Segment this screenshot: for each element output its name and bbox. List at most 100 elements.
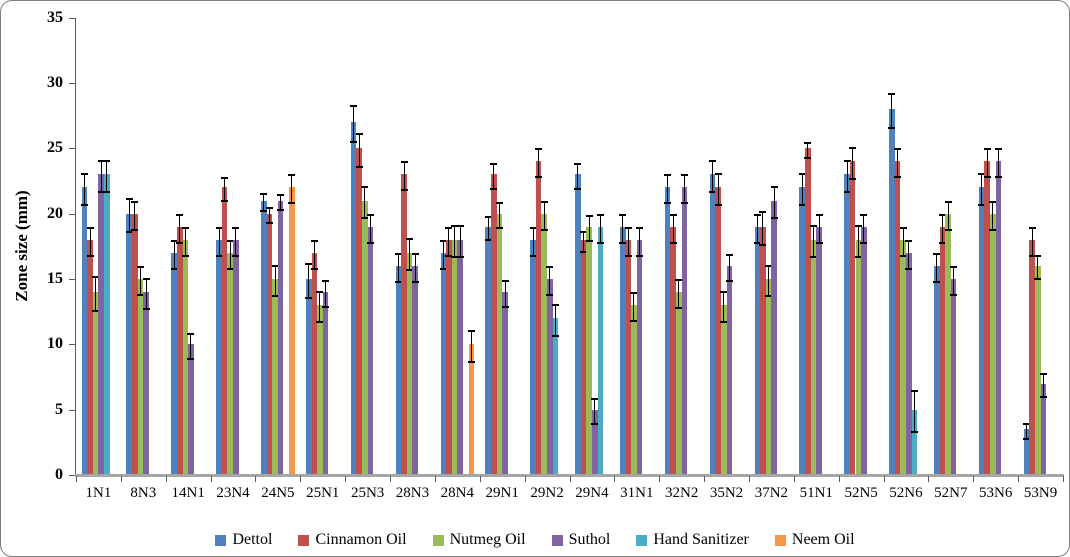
- y-axis-tick: [69, 475, 75, 476]
- bar-25N1-dettol: [305, 278, 312, 475]
- error-bar-25N1-cinnamon-oil: [310, 239, 318, 270]
- bar-53N6-dettol: [978, 187, 985, 475]
- x-axis-tick: [883, 476, 885, 482]
- error-bar-24N5-neem-oil: [288, 174, 296, 205]
- error-bar-52N7-nutmeg-oil: [944, 200, 952, 231]
- error-bar-52N5-nutmeg-oil: [854, 225, 862, 259]
- x-axis-tick: [120, 476, 122, 482]
- bar-29N4-cinnamon-oil: [580, 239, 587, 475]
- x-axis-tick: [390, 476, 392, 482]
- bar-28N4-cinnamon-oil: [446, 239, 452, 475]
- bar-25N3-cinnamon-oil: [356, 148, 362, 475]
- x-tick-label-32N2: 32N2: [664, 485, 699, 501]
- error-bar-29N1-suthol: [501, 280, 509, 308]
- error-bar-8N3-suthol: [142, 277, 150, 311]
- legend-item-hand-sanitizer: Hand Sanitizer: [636, 531, 749, 549]
- error-bar-35N2-dettol: [709, 159, 716, 193]
- y-tick-label: 10: [47, 335, 63, 353]
- bar-29N2-dettol: [530, 239, 536, 475]
- error-bar-29N2-hand-sanitizer: [551, 303, 559, 337]
- legend-item-suthol: Suthol: [551, 531, 610, 549]
- y-tick-label: 30: [47, 73, 63, 91]
- y-tick-label: 25: [47, 139, 63, 157]
- error-bar-51N1-dettol: [798, 173, 806, 206]
- legend: Dettol Cinnamon Oil Nutmeg Oil Suthol Hand S…: [1, 531, 1069, 549]
- legend-item-cinnamon-oil: Cinnamon Oil: [298, 531, 407, 549]
- bar-35N2-dettol: [709, 174, 716, 475]
- bar-25N1-cinnamon-oil: [311, 252, 318, 475]
- bar-24N5-nutmeg-oil: [272, 278, 278, 475]
- error-bar-35N2-nutmeg-oil: [720, 290, 728, 324]
- x-tick-label-23N4: 23N4: [216, 485, 250, 501]
- legend-swatch-dettol: [215, 534, 227, 546]
- x-axis-tick: [300, 476, 302, 482]
- error-bar-31N1-nutmeg-oil: [630, 292, 638, 323]
- y-tick-label: 35: [47, 8, 63, 26]
- error-bar-52N7-suthol: [950, 265, 958, 296]
- bar-32N2-cinnamon-oil: [670, 226, 677, 475]
- error-bar-29N1-nutmeg-oil: [495, 201, 503, 230]
- bar-28N4-dettol: [440, 252, 447, 475]
- error-bar-32N2-nutmeg-oil: [675, 278, 683, 310]
- bar-8N3-suthol: [143, 292, 149, 475]
- y-axis-tick: [69, 344, 75, 346]
- bar-35N2-nutmeg-oil: [720, 305, 727, 475]
- bar-24N5-cinnamon-oil: [266, 213, 273, 475]
- error-bar-14N1-cinnamon-oil: [176, 213, 184, 244]
- y-axis-title: Zone size (mm): [12, 190, 31, 302]
- bar-29N4-dettol: [575, 174, 581, 475]
- error-bar-52N5-cinnamon-oil: [849, 146, 857, 180]
- error-bar-29N2-suthol: [546, 265, 554, 296]
- bar-8N3-cinnamon-oil: [132, 213, 138, 475]
- error-bar-28N4-suthol: [456, 225, 464, 259]
- error-bar-51N1-cinnamon-oil: [804, 141, 812, 159]
- bar-52N7-nutmeg-oil: [945, 213, 951, 475]
- error-bar-25N3-cinnamon-oil: [355, 132, 363, 168]
- bar-31N1-nutmeg-oil: [631, 305, 637, 475]
- error-bar-25N1-nutmeg-oil: [316, 290, 324, 324]
- error-bar-31N1-cinnamon-oil: [624, 226, 632, 257]
- error-bar-28N3-cinnamon-oil: [400, 161, 408, 192]
- error-bar-52N5-suthol: [860, 213, 868, 244]
- x-axis-tick: [479, 476, 481, 482]
- bar-28N4-neem-oil: [468, 344, 475, 475]
- x-tick-label-14N1: 14N1: [171, 485, 205, 501]
- error-bar-52N7-cinnamon-oil: [938, 213, 946, 244]
- x-tick-label-24N5: 24N5: [261, 485, 295, 501]
- bar-28N3-suthol: [412, 265, 419, 475]
- bar-32N2-dettol: [664, 187, 671, 475]
- error-bar-1N1-cinnamon-oil: [86, 226, 94, 257]
- error-bar-51N1-suthol: [815, 213, 823, 244]
- error-bar-52N6-cinnamon-oil: [894, 148, 902, 179]
- error-bar-32N2-dettol: [664, 174, 672, 205]
- bar-14N1-cinnamon-oil: [176, 226, 183, 475]
- bar-23N4-nutmeg-oil: [227, 252, 233, 475]
- bar-32N2-nutmeg-oil: [676, 292, 682, 475]
- x-axis-tick: [345, 476, 347, 482]
- error-bar-1N1-dettol: [80, 173, 88, 206]
- legend-label: Hand Sanitizer: [653, 531, 749, 548]
- error-bar-28N4-nutmeg-oil: [451, 225, 459, 259]
- x-axis-tick: [165, 476, 167, 482]
- bar-52N5-suthol: [861, 226, 867, 475]
- error-bar-29N4-hand-sanitizer: [596, 213, 604, 244]
- legend-swatch-cinnamon-oil: [298, 534, 310, 546]
- legend-swatch-nutmeg-oil: [432, 534, 444, 546]
- error-bar-53N9-cinnamon-oil: [1028, 226, 1036, 257]
- bar-25N1-nutmeg-oil: [317, 305, 323, 475]
- error-bar-29N1-cinnamon-oil: [490, 162, 498, 191]
- x-axis-tick: [76, 476, 77, 482]
- x-axis-tick: [928, 476, 930, 482]
- y-axis-tick: [69, 278, 75, 280]
- error-bar-25N1-dettol: [305, 263, 313, 299]
- error-bar-28N3-nutmeg-oil: [406, 238, 414, 272]
- x-tick-label-51N1: 51N1: [799, 485, 833, 501]
- y-tick-label: 5: [55, 400, 63, 418]
- bar-32N2-suthol: [681, 187, 688, 475]
- error-bar-23N4-nutmeg-oil: [226, 239, 234, 270]
- bar-29N2-nutmeg-oil: [541, 213, 548, 475]
- error-bar-24N5-cinnamon-oil: [265, 207, 273, 225]
- bar-52N6-hand-sanitizer: [911, 409, 918, 475]
- bar-8N3-nutmeg-oil: [137, 278, 144, 475]
